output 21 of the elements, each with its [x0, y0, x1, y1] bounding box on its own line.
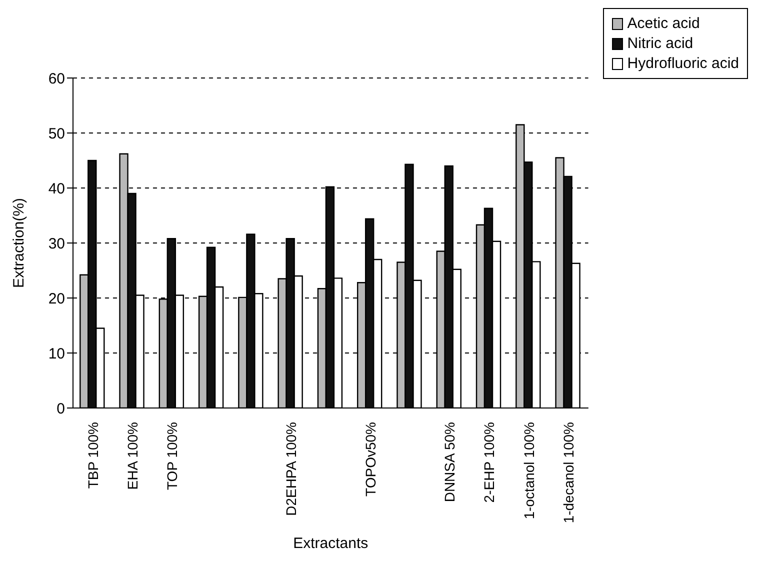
x-tick-label: TOP 100% — [164, 422, 180, 490]
y-tick-label: 40 — [48, 180, 65, 198]
y-tick-label: 30 — [48, 235, 65, 252]
x-tick-label: TBP 100% — [84, 422, 101, 489]
y-tick-label: 0 — [56, 400, 65, 418]
legend-label: Nitric acid — [627, 35, 694, 52]
y-tick-label: 50 — [48, 125, 65, 142]
x-tick-label: TOPOv50% — [362, 422, 378, 496]
y-tick-label: 60 — [48, 70, 65, 88]
y-axis-title: Extraction(%) — [10, 198, 28, 288]
x-tick-label: D2EHPA 100% — [283, 422, 300, 516]
x-tick-label: EHA 100% — [124, 422, 140, 490]
y-tick-label: 10 — [48, 345, 65, 362]
x-tick-label: 2-EHP 100% — [481, 422, 498, 503]
legend-label: Hydrofluoric acid — [627, 55, 739, 72]
x-axis-title: Extractants — [293, 535, 368, 552]
legend-label: Acetic acid — [627, 15, 700, 32]
x-tick-label: DNNSA 50% — [442, 422, 458, 502]
x-tick-label: 1-decanol 100% — [560, 422, 576, 524]
x-tick-label: 1-octanol 100% — [520, 422, 537, 520]
y-tick-label: 20 — [48, 290, 65, 308]
